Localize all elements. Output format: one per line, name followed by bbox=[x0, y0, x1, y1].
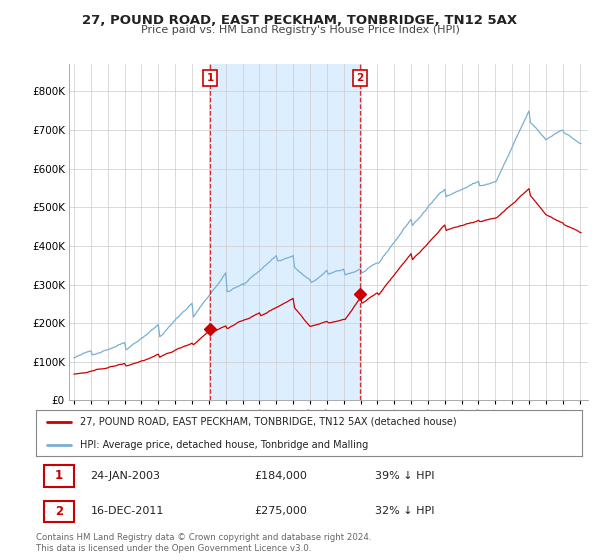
Text: 2: 2 bbox=[356, 73, 364, 83]
Text: £184,000: £184,000 bbox=[254, 471, 307, 481]
Text: 2: 2 bbox=[55, 505, 63, 518]
Text: 39% ↓ HPI: 39% ↓ HPI bbox=[374, 471, 434, 481]
Bar bbox=[210, 64, 360, 400]
Text: Contains HM Land Registry data © Crown copyright and database right 2024.
This d: Contains HM Land Registry data © Crown c… bbox=[36, 533, 371, 553]
Text: 27, POUND ROAD, EAST PECKHAM, TONBRIDGE, TN12 5AX: 27, POUND ROAD, EAST PECKHAM, TONBRIDGE,… bbox=[82, 14, 518, 27]
Text: 27, POUND ROAD, EAST PECKHAM, TONBRIDGE, TN12 5AX (detached house): 27, POUND ROAD, EAST PECKHAM, TONBRIDGE,… bbox=[80, 417, 457, 427]
Text: Price paid vs. HM Land Registry's House Price Index (HPI): Price paid vs. HM Land Registry's House … bbox=[140, 25, 460, 35]
Text: 1: 1 bbox=[206, 73, 214, 83]
FancyBboxPatch shape bbox=[44, 501, 74, 522]
Text: 32% ↓ HPI: 32% ↓ HPI bbox=[374, 506, 434, 516]
Text: 16-DEC-2011: 16-DEC-2011 bbox=[91, 506, 164, 516]
Text: 1: 1 bbox=[55, 469, 63, 482]
FancyBboxPatch shape bbox=[44, 465, 74, 487]
Text: HPI: Average price, detached house, Tonbridge and Malling: HPI: Average price, detached house, Tonb… bbox=[80, 440, 368, 450]
Text: 24-JAN-2003: 24-JAN-2003 bbox=[91, 471, 161, 481]
Text: £275,000: £275,000 bbox=[254, 506, 307, 516]
